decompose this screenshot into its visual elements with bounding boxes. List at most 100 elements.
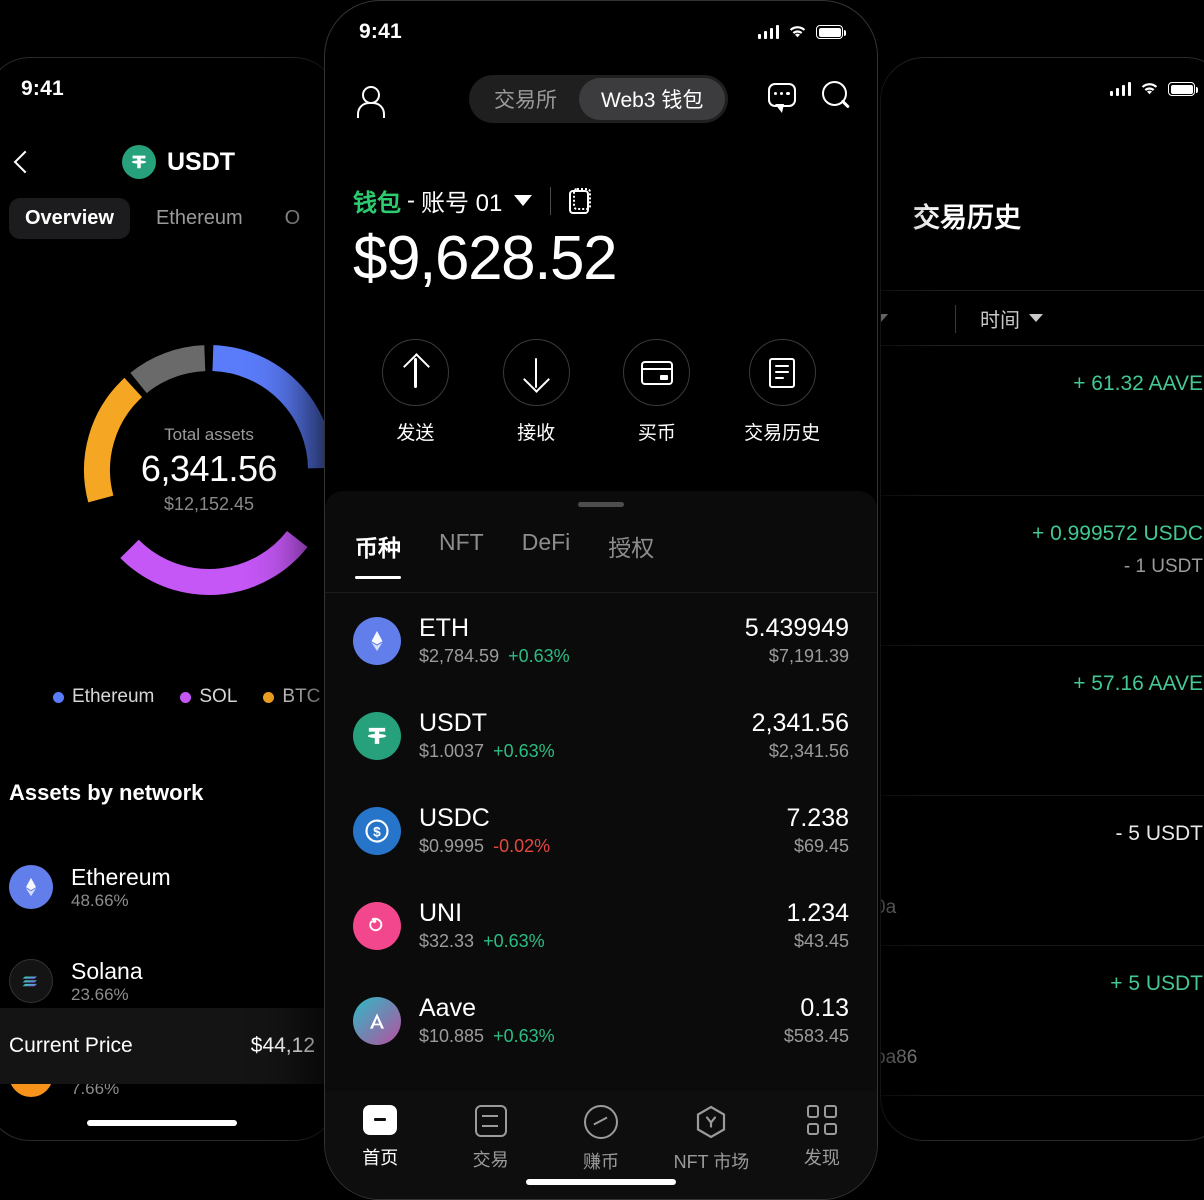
left-nav-bar: USDT — [0, 134, 337, 190]
current-price-label: Current Price — [9, 1034, 133, 1057]
home-indicator — [526, 1179, 676, 1185]
transaction-list: + 61.32 AAVE + 0.999572 USDC - 1 USDT + … — [881, 346, 1204, 1096]
sheet-grabber[interactable] — [578, 502, 624, 507]
ethereum-coin-icon — [353, 616, 401, 665]
tx-amount: + 61.32 AAVE — [1073, 372, 1203, 395]
action-label: 发送 — [396, 423, 435, 444]
chevron-down-icon[interactable] — [514, 195, 533, 206]
mode-segmented-control[interactable]: 交易所 Web3 钱包 — [469, 75, 729, 123]
token-change: +0.63% — [493, 1026, 555, 1047]
legend-dot-ethereum — [53, 691, 64, 703]
donut-seg-sol — [84, 345, 334, 595]
legend-item: SOL — [180, 686, 237, 708]
account-selector[interactable]: 钱包 - 账号 01 — [353, 183, 592, 218]
action-buy[interactable]: 买币 — [623, 339, 691, 445]
tab-other[interactable]: O — [284, 207, 301, 229]
token-price: $1.0037 — [419, 741, 485, 762]
cellular-icon — [1109, 81, 1131, 96]
wallet-label: 钱包 — [353, 190, 401, 217]
token-value: $2,341.56 — [768, 741, 849, 762]
token-symbol: ETH — [419, 613, 469, 642]
tab-label: 首页 — [362, 1148, 399, 1168]
total-balance: $9,628.52 — [353, 224, 618, 293]
battery-icon — [816, 25, 846, 39]
status-icons — [757, 24, 846, 39]
tx-hash: 0a — [881, 897, 897, 918]
list-item[interactable]: Solana 23.66% — [9, 934, 309, 1028]
account-dash: - — [407, 186, 415, 214]
tab-coins[interactable]: 币种 — [355, 529, 401, 579]
tab-ethereum[interactable]: Ethereum — [155, 207, 243, 229]
copy-icon[interactable] — [569, 187, 592, 214]
tab-trade[interactable]: 交易 — [435, 1105, 545, 1172]
token-change: +0.63% — [483, 931, 545, 952]
legend-label: BTC — [282, 686, 321, 707]
filter-time-label: 时间 — [980, 309, 1020, 332]
list-item[interactable]: Ethereum 48.66% — [9, 840, 309, 934]
tab-nft[interactable]: NFT — [439, 529, 484, 555]
back-chevron-icon[interactable] — [13, 150, 37, 174]
home-indicator — [87, 1120, 237, 1126]
token-price: $32.33 — [419, 931, 475, 952]
table-row[interactable]: + 57.16 AAVE — [881, 646, 1204, 796]
network-pct: 48.66% — [71, 891, 129, 911]
status-bar-center: 9:41 — [325, 1, 877, 63]
token-price: $10.885 — [419, 1026, 485, 1047]
list-item[interactable]: UNI $32.33 +0.63% 1.234 $43.45 — [325, 878, 877, 973]
usdc-coin-icon: $ — [353, 806, 401, 855]
token-amount: 2,341.56 — [751, 708, 849, 737]
donut-value: 6,341.56 — [140, 448, 278, 489]
tx-amount: + 57.16 AAVE — [1073, 672, 1203, 695]
wifi-icon — [1140, 82, 1159, 96]
list-item[interactable]: Aave $10.885 +0.63% 0.13 $583.45 — [325, 973, 877, 1068]
token-value: $43.45 — [793, 931, 849, 952]
tab-overview[interactable]: Overview — [9, 198, 130, 239]
token-value: $583.45 — [783, 1026, 849, 1047]
donut-svg — [83, 345, 334, 595]
uniswap-coin-icon — [353, 901, 401, 950]
current-price-value: $44,12 — [250, 1034, 315, 1057]
asset-tab-strip: 币种 NFT DeFi 授权 — [325, 529, 877, 593]
network-pct: 7.66% — [71, 1079, 120, 1099]
home-icon — [363, 1105, 398, 1135]
action-send[interactable]: 发送 — [381, 339, 449, 445]
table-row[interactable]: - 5 USDT 0a — [881, 796, 1204, 946]
filter-time[interactable]: 时间 — [980, 304, 1043, 333]
tab-earn[interactable]: 赚币 — [546, 1105, 656, 1174]
person-icon[interactable] — [355, 86, 385, 118]
action-history[interactable]: 交易历史 — [744, 339, 820, 445]
tab-defi[interactable]: DeFi — [521, 529, 571, 555]
tab-home[interactable]: 首页 — [325, 1105, 435, 1170]
solana-coin-icon — [9, 959, 53, 1003]
token-amount: 7.238 — [786, 803, 849, 832]
table-row[interactable]: + 61.32 AAVE — [881, 346, 1204, 496]
segment-web3-wallet[interactable]: Web3 钱包 — [579, 78, 726, 120]
chevron-down-icon — [1029, 314, 1043, 322]
search-icon[interactable] — [822, 81, 849, 108]
list-item[interactable]: ETH $2,784.59 +0.63% 5.439949 $7,191.39 — [325, 593, 877, 688]
donut-sub: $12,152.45 — [163, 494, 255, 514]
arrow-down-icon — [502, 339, 570, 406]
token-amount: 0.13 — [800, 993, 849, 1022]
action-receive[interactable]: 接收 — [502, 339, 570, 445]
tab-approvals[interactable]: 授权 — [608, 535, 655, 561]
wifi-icon — [788, 25, 807, 39]
table-row[interactable]: + 0.999572 USDC - 1 USDT — [881, 496, 1204, 646]
tab-nft-market[interactable]: NFT 市场 — [656, 1105, 766, 1174]
token-symbol: USDT — [419, 708, 488, 737]
token-list: ETH $2,784.59 +0.63% 5.439949 $7,191.39 U… — [325, 593, 877, 1111]
list-item[interactable]: $ USDC $0.9995 -0.02% 7.238 $69.45 — [325, 783, 877, 878]
assets-by-network-title: Assets by network — [9, 780, 204, 805]
nft-hexagon-icon — [695, 1105, 727, 1139]
chat-bubble-icon[interactable] — [768, 82, 796, 113]
donut-legend: Ethereum SOL BTC — [53, 686, 320, 708]
left-tab-strip[interactable]: Overview Ethereum O — [9, 198, 316, 239]
token-value: $69.45 — [793, 836, 849, 857]
filter-type[interactable] — [881, 314, 888, 322]
segment-exchange[interactable]: 交易所 — [494, 89, 557, 112]
table-row[interactable]: + 5 USDT ba86 — [881, 946, 1204, 1096]
earn-chart-icon — [584, 1105, 619, 1139]
tab-discover[interactable]: 发现 — [767, 1105, 877, 1170]
token-amount: 5.439949 — [744, 613, 849, 642]
list-item[interactable]: USDT $1.0037 +0.63% 2,341.56 $2,341.56 — [325, 688, 877, 783]
